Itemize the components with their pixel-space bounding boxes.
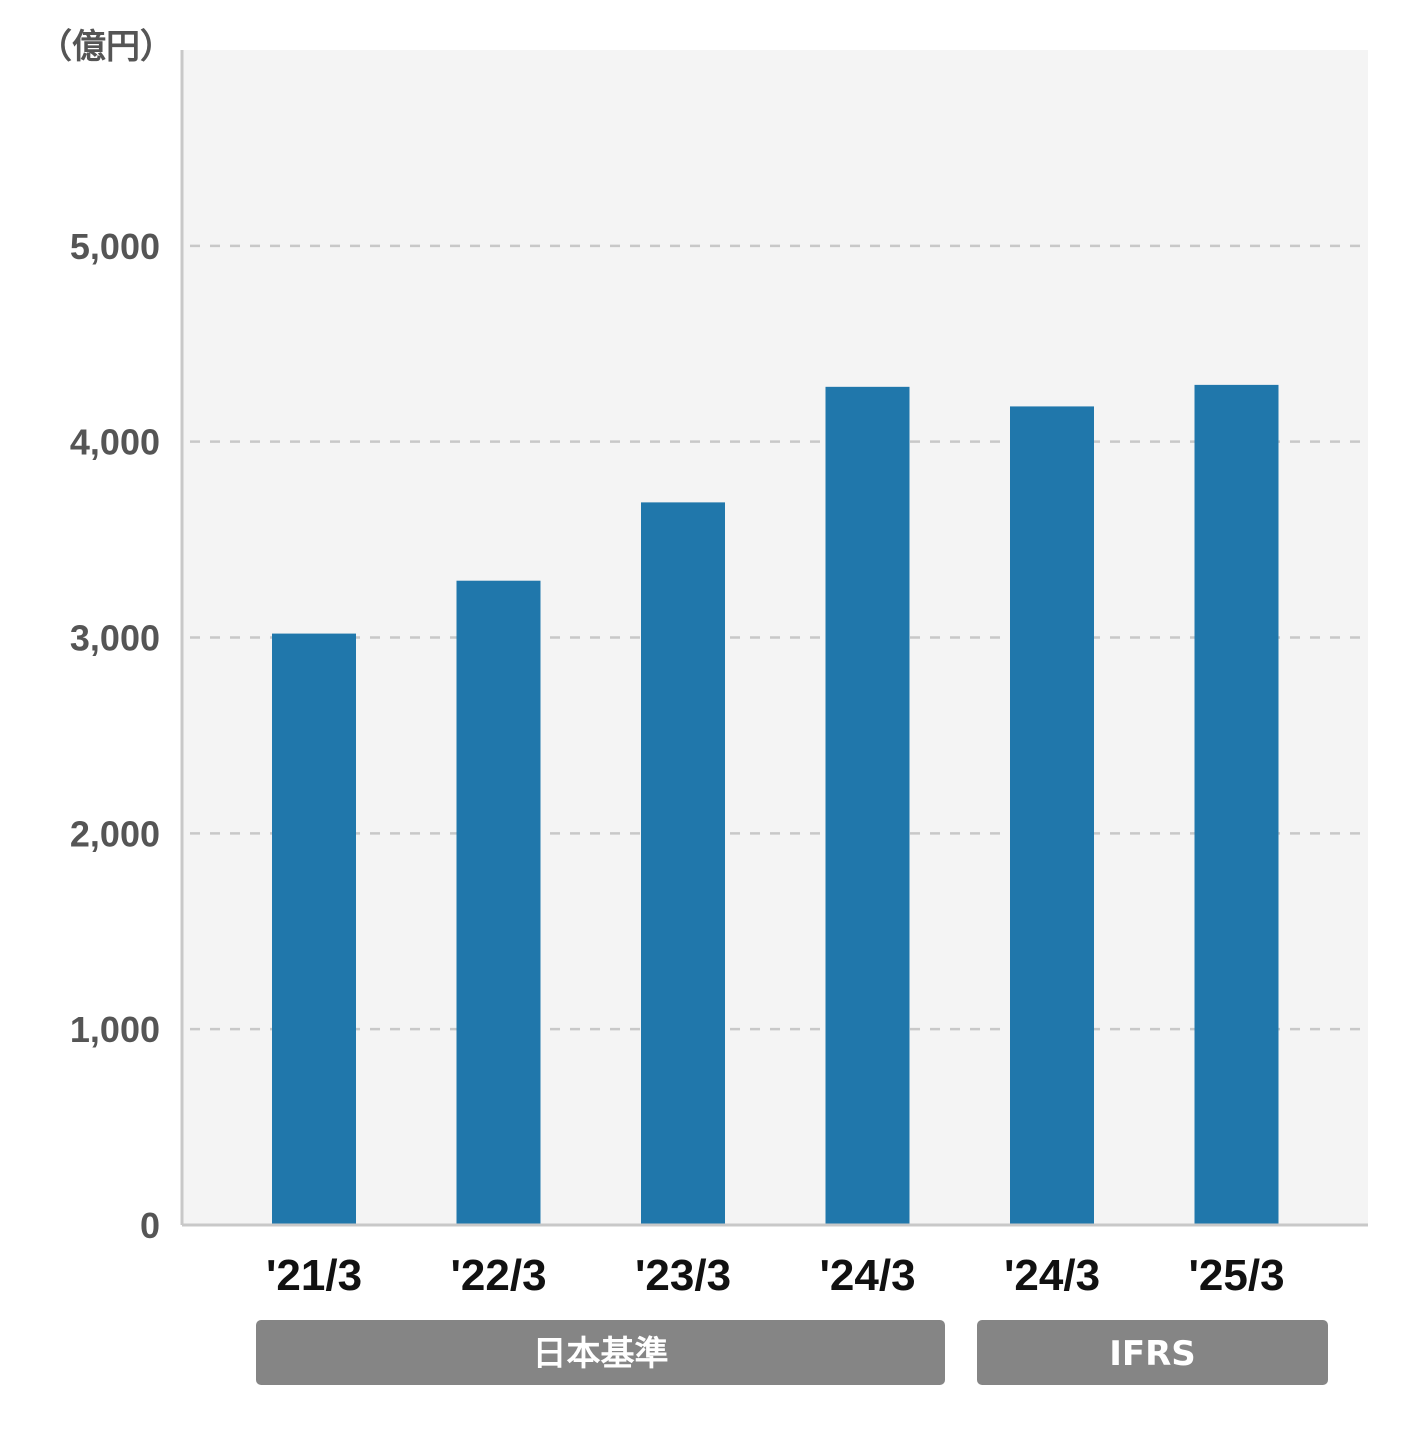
accounting-standard-groups: 日本基準 IFRS (256, 1320, 1328, 1385)
y-tick-label: 2,000 (70, 813, 160, 854)
y-tick-label: 3,000 (70, 618, 160, 659)
y-tick-label: 4,000 (70, 422, 160, 463)
group-label: 日本基準 (533, 1334, 669, 1374)
gridlines (190, 244, 1360, 1031)
x-tick-label: '22/3 (450, 1251, 546, 1300)
group-box (977, 1320, 1328, 1385)
bar (456, 580, 541, 1225)
bar (825, 386, 910, 1225)
y-tick-labels: 0 1,000 2,000 3,000 4,000 5,000 (70, 226, 160, 1246)
y-unit-label: （億円） (38, 27, 174, 67)
bars (272, 384, 1279, 1226)
bar (272, 633, 356, 1225)
x-tick-label: '24/3 (819, 1251, 915, 1300)
x-tick-label: '21/3 (266, 1251, 362, 1300)
y-tick-label: 1,000 (70, 1009, 160, 1050)
bar (641, 502, 725, 1225)
x-tick-label: '24/3 (1004, 1251, 1100, 1300)
bar (1010, 406, 1094, 1226)
bar (1194, 384, 1279, 1225)
x-tick-label: '25/3 (1188, 1251, 1284, 1300)
x-tick-label: '23/3 (635, 1251, 731, 1300)
y-tick-label: 5,000 (70, 226, 160, 267)
group-label: IFRS (1109, 1334, 1196, 1374)
group-box (256, 1320, 945, 1385)
x-tick-labels: '21/3 '22/3 '23/3 '24/3 '24/3 '25/3 (266, 1251, 1285, 1300)
y-tick-label: 0 (140, 1205, 160, 1246)
